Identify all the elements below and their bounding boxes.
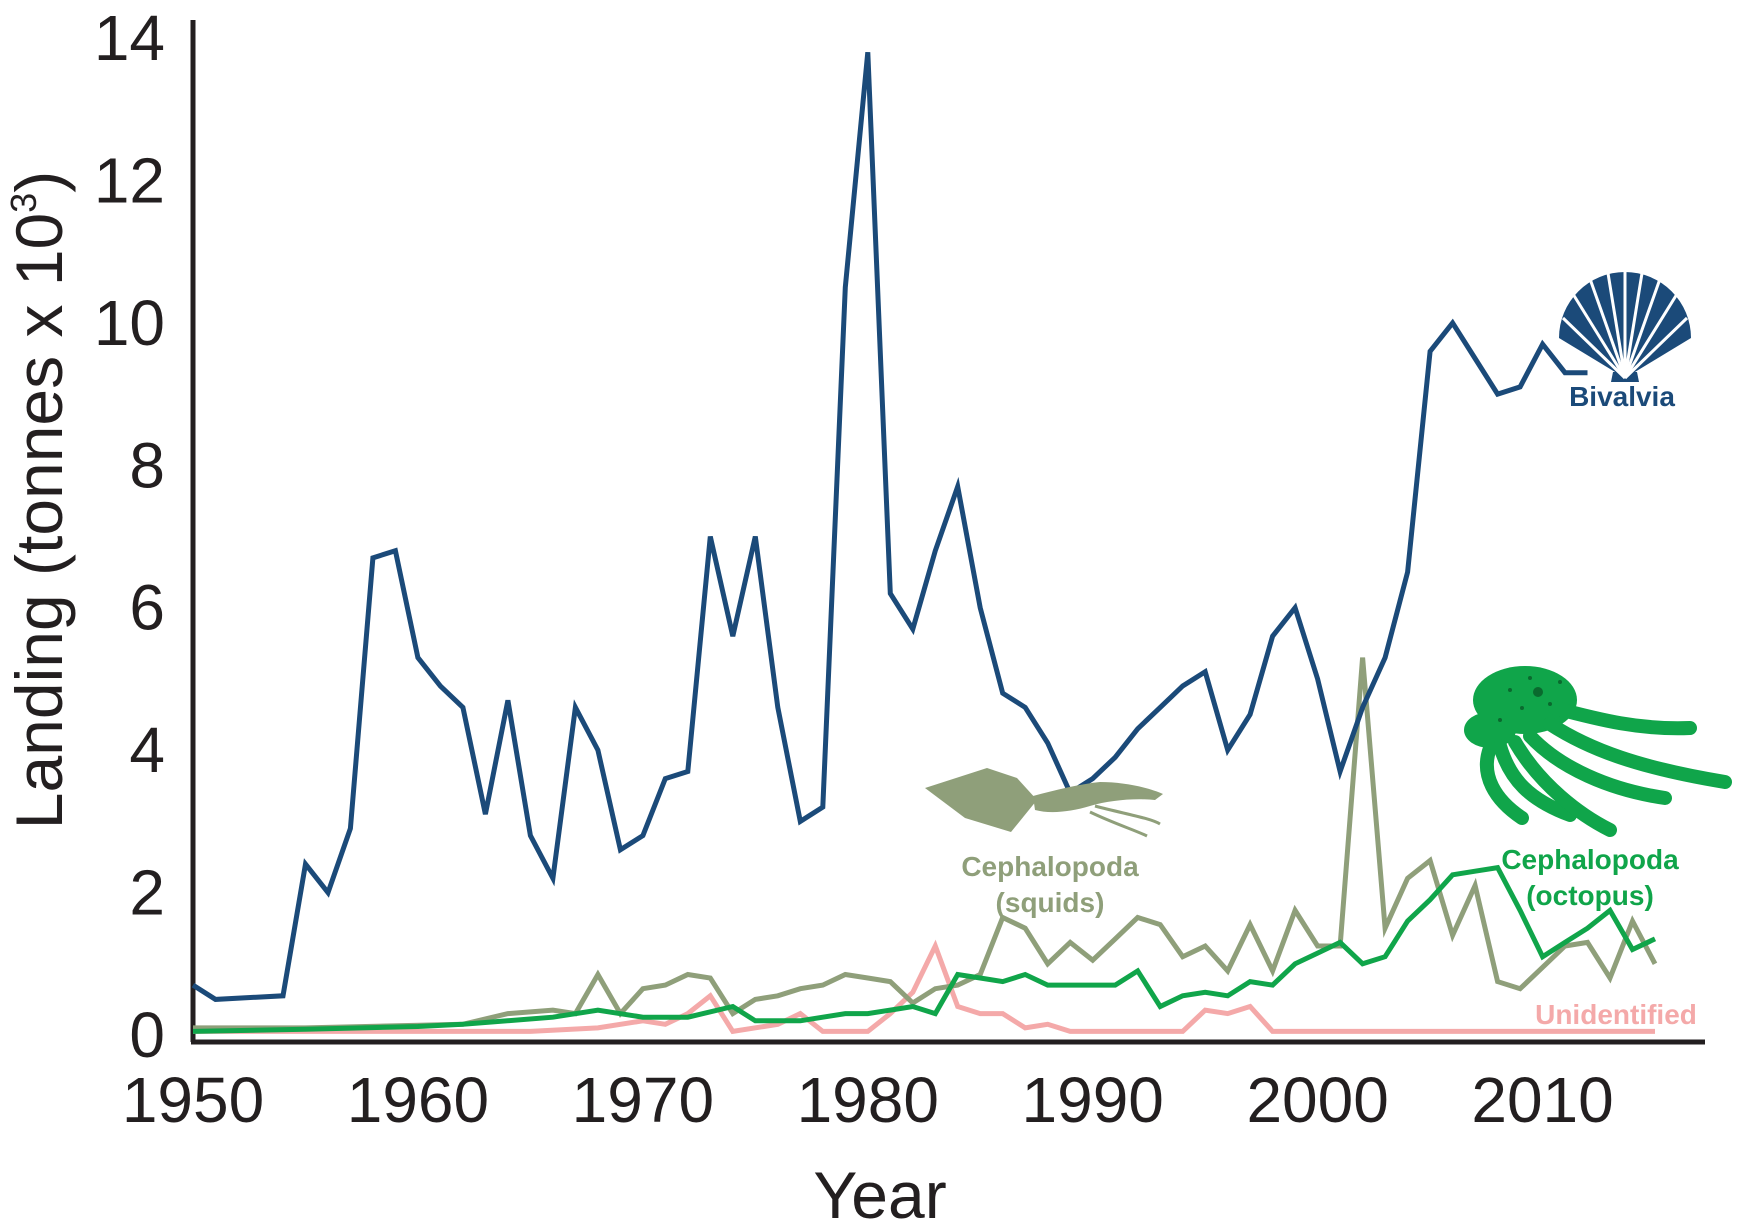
squid-icon bbox=[925, 768, 1163, 838]
y-tick-label: 8 bbox=[129, 429, 165, 501]
x-tick-label: 1960 bbox=[347, 1064, 489, 1136]
series-layer bbox=[191, 51, 1658, 1035]
y-tick-label: 2 bbox=[129, 857, 165, 929]
x-tick-label: 1990 bbox=[1022, 1064, 1164, 1136]
squids-label-line2: (squids) bbox=[996, 887, 1105, 918]
y-tick-labels: 0 2 4 6 8 10 12 14 bbox=[94, 2, 165, 1071]
unidentified-label: Unidentified bbox=[1535, 999, 1697, 1030]
scallop-shell-icon bbox=[1559, 264, 1691, 382]
x-tick-label: 2000 bbox=[1246, 1064, 1388, 1136]
unidentified-line bbox=[193, 939, 1655, 1035]
y-tick-label: 4 bbox=[129, 714, 165, 786]
y-axis-title-superscript: 3 bbox=[3, 193, 44, 213]
octopus-line bbox=[192, 864, 1657, 1034]
x-tick-labels: 1950 1960 1970 1980 1990 2000 2010 bbox=[122, 1064, 1614, 1136]
octopus-label-line1: Cephalopoda bbox=[1501, 844, 1679, 875]
y-tick-label: 10 bbox=[94, 287, 165, 359]
octopus-icon bbox=[1464, 666, 1732, 837]
y-tick-label: 0 bbox=[129, 999, 165, 1071]
x-tick-label: 1970 bbox=[572, 1064, 714, 1136]
y-axis-title: Landing (tonnes x 103) bbox=[2, 171, 76, 829]
y-tick-label: 12 bbox=[94, 144, 165, 216]
x-tick-label: 2010 bbox=[1471, 1064, 1613, 1136]
bivalvia-label: Bivalvia bbox=[1569, 381, 1675, 412]
octopus-label-line2: (octopus) bbox=[1526, 880, 1654, 911]
squids-line bbox=[193, 657, 1658, 1031]
x-axis-title: Year bbox=[813, 1158, 946, 1225]
y-axis-title-close: ) bbox=[2, 171, 76, 193]
squids-label-line1: Cephalopoda bbox=[961, 851, 1139, 882]
y-tick-label: 14 bbox=[94, 2, 165, 74]
bivalvia-line bbox=[191, 51, 1588, 1002]
y-tick-label: 6 bbox=[129, 572, 165, 644]
x-tick-label: 1980 bbox=[797, 1064, 939, 1136]
y-axis-title-main: Landing (tonnes x 10 bbox=[2, 213, 76, 829]
x-tick-label: 1950 bbox=[122, 1064, 264, 1136]
